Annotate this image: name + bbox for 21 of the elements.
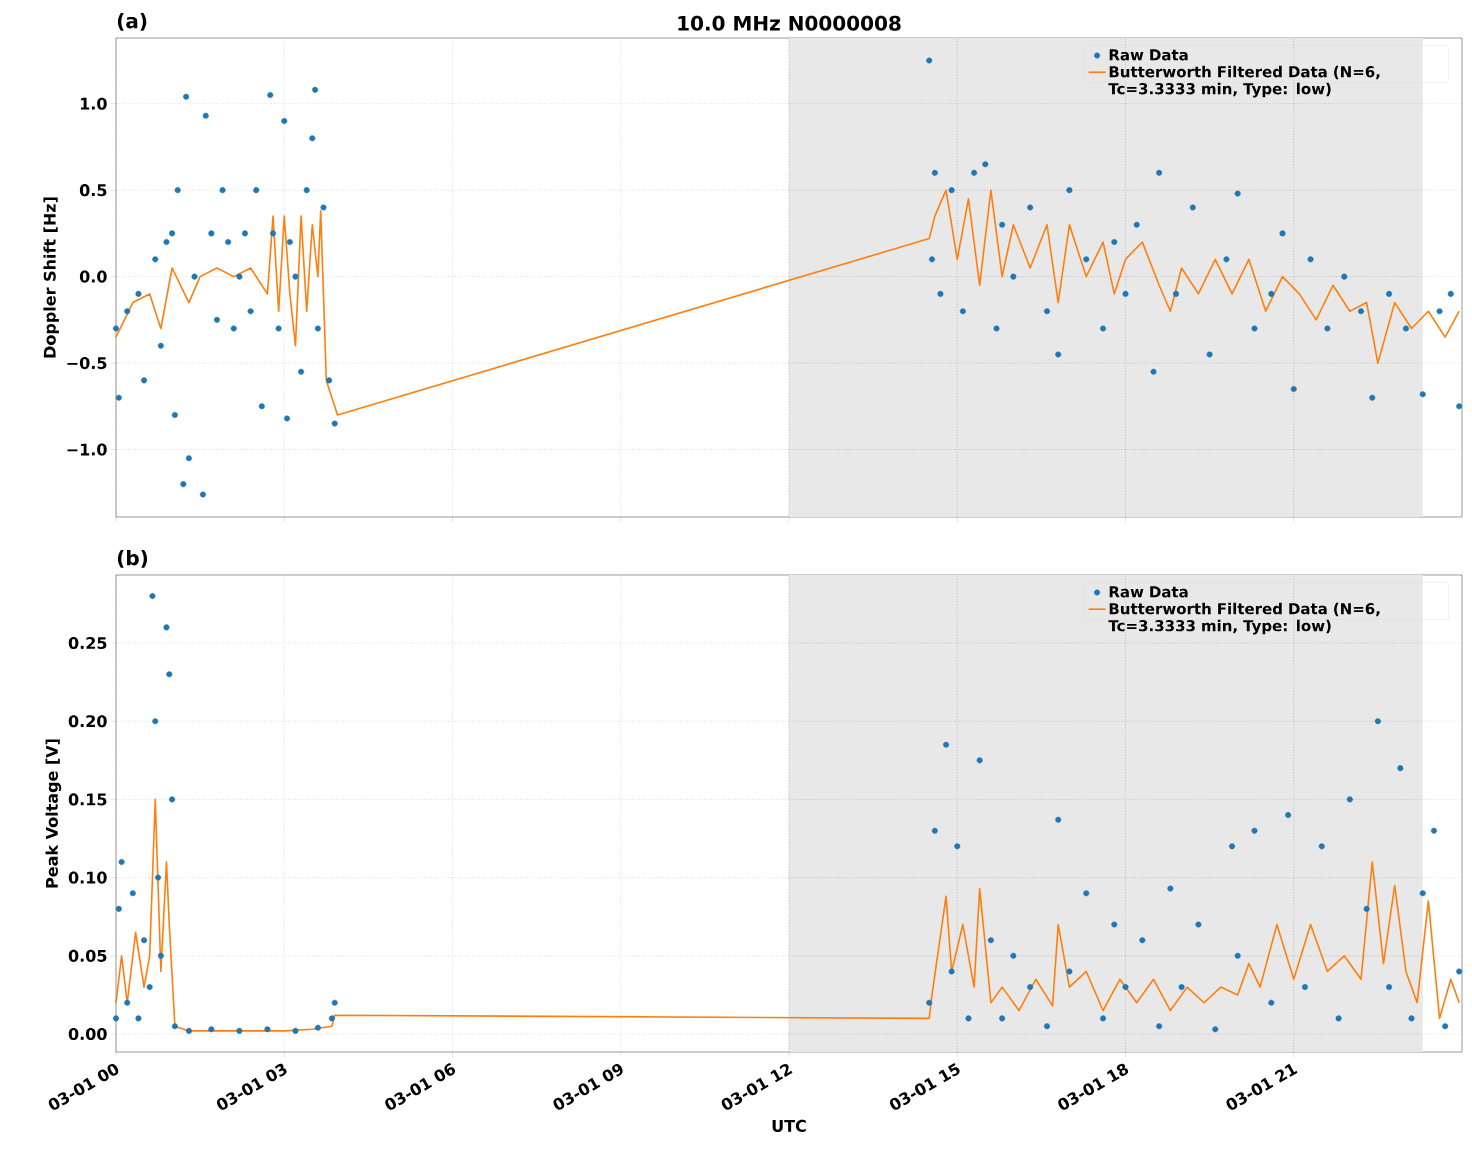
y-tick-label: 1.0: [80, 97, 107, 110]
y-tick-label: −0.5: [67, 357, 107, 370]
y-tick-label: −1.0: [67, 443, 107, 456]
legend-label: Butterworth Filtered Data (N=6, Tc=3.3333 min, Type: low): [1108, 65, 1380, 98]
y-tick-label: 0.00: [68, 1027, 107, 1041]
y-tick-label: 0.5: [79, 184, 107, 197]
x-axis-title: UTC: [772, 1119, 806, 1132]
y-tick-label: 0.15: [68, 793, 107, 806]
chart-title: 10.0 MHz N0000008: [678, 15, 901, 31]
text: (a): [117, 12, 147, 31]
y-axis-title: Peak Voltage [V]: [45, 739, 62, 888]
y-tick-label: 0.25: [68, 636, 107, 650]
y-tick-label: 0.05: [68, 949, 107, 962]
legend-label: Raw Data: [1109, 49, 1188, 61]
y-tick-label: 0.0: [79, 270, 107, 283]
y-tick-label: 0.10: [68, 871, 107, 884]
text: (b): [117, 549, 148, 568]
legend-label: Raw Data: [1109, 586, 1188, 598]
legend-label: Butterworth Filtered Data (N=6, Tc=3.3333 min, Type: low): [1108, 602, 1380, 635]
y-tick-label: 0.20: [68, 715, 107, 728]
y-axis-title: Doppler Shift [Hz]: [43, 197, 59, 358]
